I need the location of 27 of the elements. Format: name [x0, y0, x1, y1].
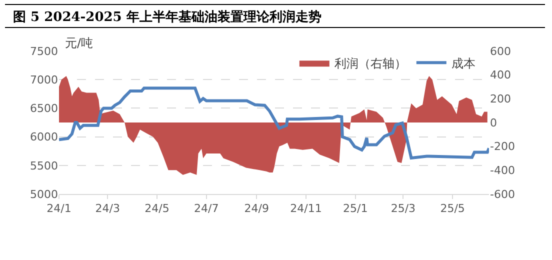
chart-title: 图 5 2024-2025 年上半年基础油装置理论利润走势: [5, 4, 545, 28]
x-tick-label: 24/3: [95, 202, 120, 216]
y-tick-label: 7500: [30, 44, 58, 58]
y-tick-label: 5000: [30, 188, 58, 201]
x-tick-label: 24/5: [144, 202, 170, 216]
y-axis-title: 元/吨: [65, 36, 94, 50]
y-tick-label: 6500: [30, 102, 58, 116]
y-tick-label: 7000: [30, 73, 58, 86]
x-tick-label: 24/11: [290, 202, 322, 216]
x-tick-label: 24/9: [244, 202, 269, 216]
y2-tick-label: 0: [490, 116, 497, 130]
y2-tick-label: 200: [490, 92, 511, 106]
y2-tick-label: -600: [490, 188, 515, 201]
line-series: [59, 86, 489, 160]
y2-tick-label: -200: [490, 140, 515, 154]
x-tick-label: 24/7: [194, 202, 219, 216]
x-tick-label: 25/1: [343, 202, 368, 216]
y2-tick-label: -400: [490, 164, 515, 178]
x-tick-label: 24/1: [46, 202, 72, 216]
y2-tick-label: 400: [490, 68, 511, 82]
y2-tick-label: 600: [490, 44, 511, 58]
legend-label: 成本: [451, 56, 476, 70]
y-tick-label: 6000: [30, 130, 58, 144]
legend-label: 利润（右轴）: [334, 56, 406, 70]
x-tick-label: 25/5: [440, 202, 465, 216]
y-tick-label: 5500: [30, 159, 58, 172]
x-tick-label: 25/3: [390, 202, 416, 216]
